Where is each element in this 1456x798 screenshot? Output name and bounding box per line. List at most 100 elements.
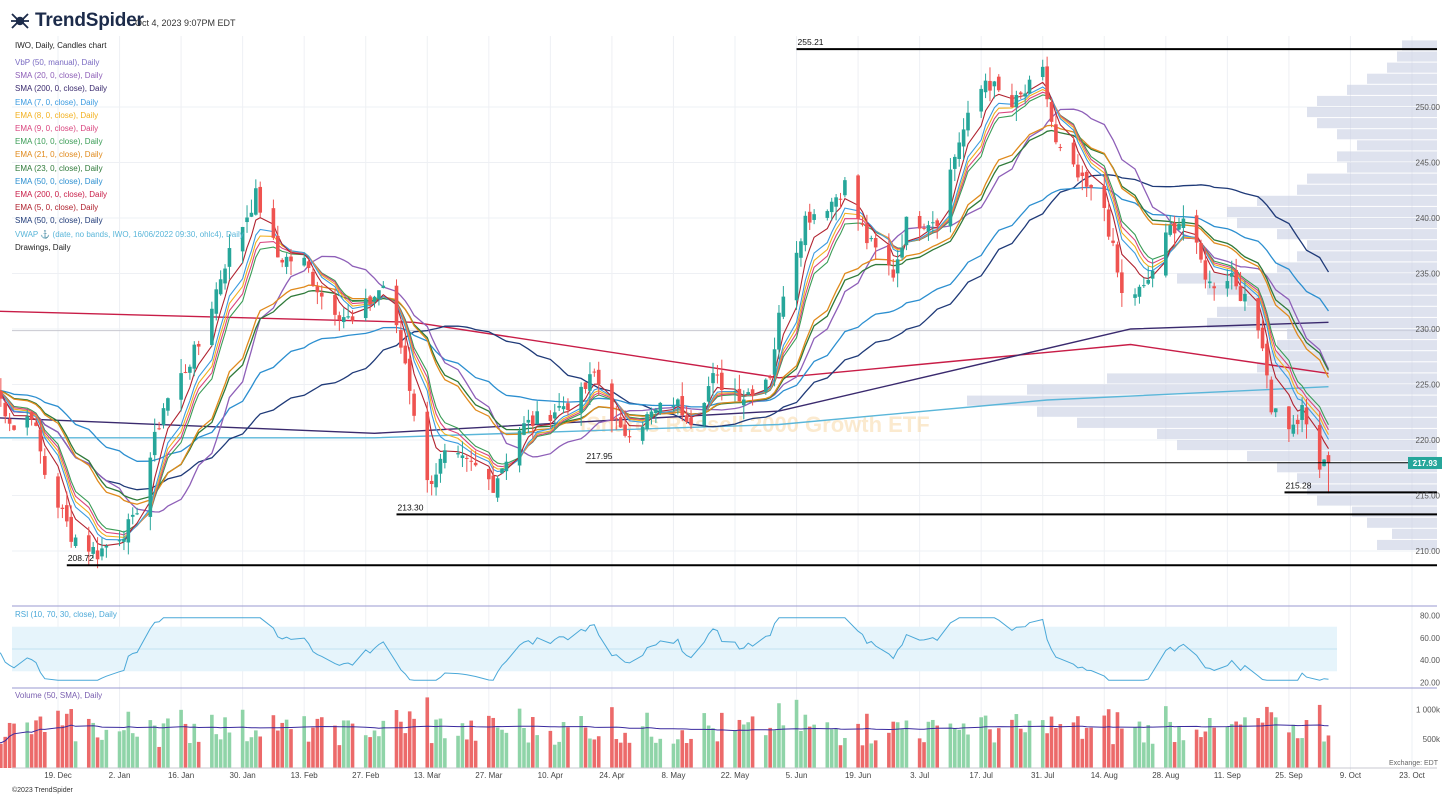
volume-bar — [152, 725, 157, 768]
volume-bar — [869, 743, 874, 768]
candle-body — [64, 505, 69, 522]
x-tick-label: 27. Mar — [475, 771, 502, 780]
candle-body — [60, 507, 65, 510]
candle-body — [926, 225, 931, 232]
legend-entry[interactable]: EMA (21, 0, close), Daily — [15, 150, 103, 160]
candle-body — [640, 426, 645, 441]
volume-profile-bar — [1297, 251, 1437, 262]
volume-profile-bar — [1307, 107, 1437, 118]
legend-entry[interactable]: VWAP ⚓ (date, no bands, IWO, 16/06/2022 … — [15, 229, 244, 239]
legend-entry[interactable]: EMA (200, 0, close), Daily — [15, 190, 108, 200]
volume-bar — [658, 738, 663, 768]
candle-body — [350, 316, 355, 321]
volume-bar — [130, 733, 135, 768]
candle-body — [117, 540, 122, 542]
candle-body — [746, 392, 750, 395]
legend-entry[interactable]: SMA (200, 0, close), Daily — [15, 84, 108, 94]
candle-body — [276, 236, 280, 258]
volume-bar — [425, 697, 430, 768]
volume-bar — [843, 737, 847, 768]
candle-body — [271, 208, 276, 238]
legend-entry[interactable]: EMA (23, 0, close), Daily — [15, 163, 103, 173]
volume-bar — [86, 718, 91, 768]
candle-body — [900, 247, 904, 258]
candle-body — [1106, 209, 1111, 237]
volume-profile-bar — [1347, 84, 1437, 95]
volume-bar — [676, 739, 680, 768]
volume-bar — [618, 742, 623, 768]
candle-body — [711, 373, 715, 384]
legend-entry[interactable]: EMA (7, 0, close), Daily — [15, 97, 99, 107]
y-tick-label: 245.00 — [1416, 159, 1441, 168]
candle-body — [223, 268, 227, 284]
volume-bar — [1115, 712, 1120, 768]
candle-body — [363, 298, 368, 319]
volume-bar — [341, 720, 346, 768]
volume-bar — [777, 703, 781, 768]
volume-bar — [1291, 724, 1296, 768]
candle-body — [289, 256, 293, 262]
volume-bar — [434, 719, 438, 768]
candle-body — [240, 226, 245, 252]
candle-body — [341, 317, 346, 323]
candle-body — [1317, 425, 1322, 470]
y-tick-label: 215.00 — [1416, 492, 1441, 501]
legend-entry[interactable]: EMA (5, 0, close), Daily — [15, 203, 99, 213]
volume-bar — [25, 722, 30, 768]
volume-profile-bar — [1357, 140, 1437, 151]
candle-body — [399, 330, 403, 348]
volume-bar — [1080, 738, 1085, 768]
candle-body — [1049, 101, 1054, 122]
volume-bar — [1304, 720, 1309, 768]
candle-body — [460, 455, 465, 459]
candle-body — [715, 374, 720, 376]
volume-bar — [838, 745, 843, 768]
legend-entry[interactable]: VbP (50, manual), Daily — [15, 58, 100, 67]
volume-profile-bar — [1317, 495, 1437, 506]
volume-bar — [750, 716, 755, 768]
x-tick-label: 31. Jul — [1031, 771, 1055, 780]
candle-body — [434, 474, 438, 488]
volume-bar — [218, 739, 223, 768]
volume-bar — [1150, 743, 1155, 768]
volume-bar — [640, 726, 645, 768]
volume-bar — [566, 727, 570, 768]
x-tick-label: 19. Jun — [845, 771, 871, 780]
legend-entry[interactable]: SMA (20, 0, close), Daily — [15, 71, 103, 81]
volume-bar — [227, 732, 232, 768]
volume-profile-bar — [1227, 206, 1437, 217]
legend-entry[interactable]: EMA (50, 0, close), Daily — [15, 176, 103, 186]
legend-entry[interactable]: EMA (8, 0, close), Daily — [15, 110, 99, 120]
candle-body — [1304, 407, 1309, 425]
legend-entry[interactable]: EMA (10, 0, close), Daily — [15, 137, 103, 147]
volume-bar — [412, 718, 416, 768]
candle-body — [781, 296, 786, 317]
candle-body — [258, 186, 263, 213]
volume-bar — [3, 736, 8, 768]
legend-entry[interactable]: Drawings, Daily — [15, 242, 71, 252]
candle-body — [931, 222, 935, 224]
candle-body — [157, 428, 161, 430]
volume-profile-bar — [1257, 195, 1437, 206]
candle-body — [706, 386, 711, 402]
volume-bar — [337, 745, 342, 768]
legend-entry[interactable]: EMA (9, 0, close), Daily — [15, 124, 99, 134]
candle-body — [891, 269, 896, 278]
volume-bar — [702, 713, 707, 768]
volume-bar — [680, 730, 685, 768]
candle-body — [161, 408, 166, 425]
candle-body — [614, 418, 619, 420]
candle-body — [284, 256, 289, 267]
candle-body — [588, 374, 592, 391]
legend-entry[interactable]: SMA (50, 0, close), Daily — [15, 216, 103, 226]
volume-bar — [1014, 714, 1019, 768]
candle-body — [1115, 244, 1120, 273]
volume-tick-label: 1 000k — [1416, 706, 1441, 715]
candle-body — [196, 343, 201, 347]
rsi-tick-label: 40.00 — [1420, 656, 1441, 665]
volume-bar — [399, 721, 403, 768]
volume-bar — [1076, 716, 1080, 768]
candle-body — [29, 412, 34, 420]
candle-body — [996, 76, 1001, 91]
